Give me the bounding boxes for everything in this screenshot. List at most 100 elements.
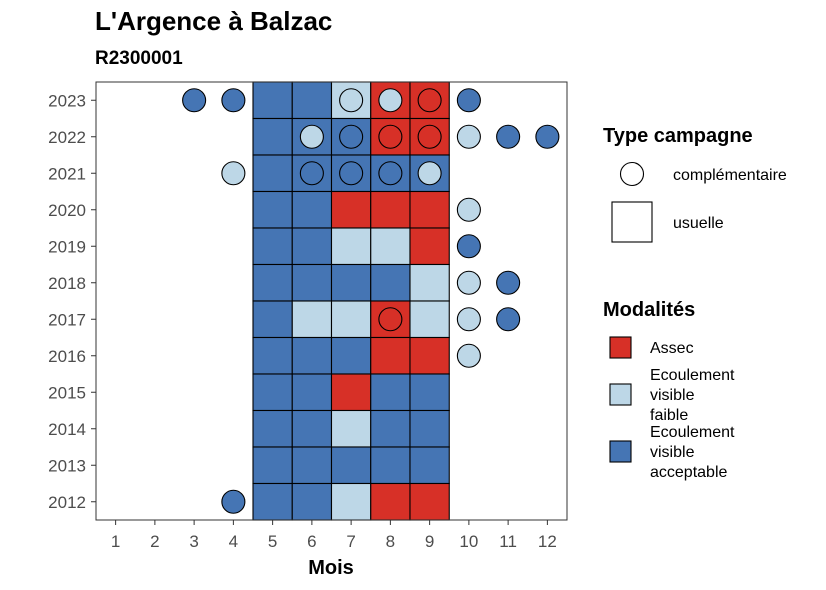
legend-shape-title: Type campagne bbox=[603, 125, 753, 147]
y-tick-label: 2012 bbox=[48, 493, 86, 512]
point-layer bbox=[182, 88, 560, 514]
y-tick-label: 2018 bbox=[48, 274, 86, 293]
tile-2014-9 bbox=[409, 409, 450, 448]
legend-key-assec bbox=[609, 336, 632, 359]
x-axis-title: Mois bbox=[308, 557, 354, 579]
y-tick-label: 2016 bbox=[48, 347, 86, 366]
tile-2013-6 bbox=[291, 446, 333, 485]
tile-2022-5 bbox=[252, 117, 293, 156]
tile-2013-8 bbox=[370, 446, 411, 485]
x-tick-label: 7 bbox=[346, 532, 355, 551]
tile-2015-8 bbox=[370, 373, 411, 412]
point-2017-8 bbox=[378, 307, 403, 332]
chart-subtitle: R2300001 bbox=[95, 48, 183, 69]
legend-circle-key bbox=[619, 161, 645, 187]
tile-2020-6 bbox=[291, 190, 333, 229]
point-2018-11 bbox=[496, 270, 521, 295]
tile-2018-5 bbox=[252, 263, 293, 302]
x-tick-label: 5 bbox=[268, 532, 277, 551]
x-tick-label: 6 bbox=[307, 532, 316, 551]
x-tick-label: 3 bbox=[189, 532, 198, 551]
tile-2018-8 bbox=[370, 263, 411, 302]
tile-2018-7 bbox=[330, 263, 372, 302]
point-2022-12 bbox=[535, 124, 560, 149]
point-2022-10 bbox=[456, 124, 481, 149]
tile-2015-5 bbox=[252, 373, 293, 412]
x-tick-label: 12 bbox=[538, 532, 557, 551]
legend-fill-title: Modalités bbox=[603, 299, 695, 321]
tile-2016-8 bbox=[370, 336, 411, 375]
tile-2023-5 bbox=[252, 81, 293, 120]
x-tick-label: 10 bbox=[459, 532, 478, 551]
tile-2012-7 bbox=[330, 482, 372, 521]
tile-2021-5 bbox=[252, 154, 293, 193]
tile-2014-7 bbox=[330, 409, 372, 448]
tile-2016-6 bbox=[291, 336, 333, 375]
legend-square-key bbox=[611, 201, 653, 243]
tile-2017-9 bbox=[409, 300, 450, 339]
point-2022-6 bbox=[299, 124, 324, 149]
tile-2014-6 bbox=[291, 409, 333, 448]
y-tick-label: 2020 bbox=[48, 201, 86, 220]
legend-shape: complémentaire usuelle bbox=[611, 161, 787, 243]
tile-2012-8 bbox=[370, 482, 411, 521]
tile-2015-7 bbox=[330, 373, 372, 412]
point-2012-4 bbox=[221, 489, 246, 514]
legend-shape-label: complémentaire bbox=[673, 167, 787, 184]
tile-2019-7 bbox=[330, 227, 372, 266]
tile-2012-6 bbox=[291, 482, 333, 521]
point-2023-8 bbox=[378, 88, 403, 113]
y-tick-label: 2022 bbox=[48, 128, 86, 147]
point-2020-10 bbox=[456, 197, 481, 222]
tile-2013-9 bbox=[409, 446, 450, 485]
point-2021-4 bbox=[221, 161, 246, 186]
point-2023-10 bbox=[456, 88, 481, 113]
panel-border bbox=[95, 81, 568, 521]
y-tick-label: 2013 bbox=[48, 456, 86, 475]
point-2023-9 bbox=[417, 88, 442, 113]
tile-2016-9 bbox=[409, 336, 450, 375]
point-2017-11 bbox=[496, 307, 521, 332]
y-tick-label: 2021 bbox=[48, 164, 86, 183]
tile-2023-6 bbox=[291, 81, 333, 120]
tile-2017-6 bbox=[291, 300, 333, 339]
tile-2016-7 bbox=[330, 336, 372, 375]
x-tick-label: 8 bbox=[386, 532, 395, 551]
point-2023-3 bbox=[182, 88, 207, 113]
legend-fill-label: Assec bbox=[650, 340, 694, 357]
point-2023-7 bbox=[339, 88, 364, 113]
x-tick-label: 1 bbox=[111, 532, 120, 551]
tile-2019-9 bbox=[409, 227, 450, 266]
y-tick-label: 2019 bbox=[48, 237, 86, 256]
point-2019-10 bbox=[456, 234, 481, 259]
x-tick-label: 11 bbox=[499, 532, 517, 551]
tile-2017-7 bbox=[330, 300, 372, 339]
point-2021-6 bbox=[299, 161, 324, 186]
tile-2019-5 bbox=[252, 227, 293, 266]
legend-fill-label: Ecoulement visible acceptable bbox=[650, 424, 735, 481]
y-tick-label: 2014 bbox=[48, 420, 86, 439]
tile-2020-8 bbox=[370, 190, 411, 229]
tile-2016-5 bbox=[252, 336, 293, 375]
tile-2017-5 bbox=[252, 300, 293, 339]
tile-2015-9 bbox=[409, 373, 450, 412]
point-2021-8 bbox=[378, 161, 403, 186]
x-tick-label: 2 bbox=[150, 532, 159, 551]
tile-2018-6 bbox=[291, 263, 333, 302]
point-2018-10 bbox=[456, 270, 481, 295]
tile-2012-9 bbox=[409, 482, 450, 521]
legend-key-acceptable bbox=[609, 440, 632, 463]
point-2022-8 bbox=[378, 124, 403, 149]
point-2021-7 bbox=[339, 161, 364, 186]
tile-2020-9 bbox=[409, 190, 450, 229]
point-2022-9 bbox=[417, 124, 442, 149]
point-2016-10 bbox=[456, 343, 481, 368]
y-tick-label: 2017 bbox=[48, 310, 86, 329]
chart-title: L'Argence à Balzac bbox=[95, 6, 332, 36]
tile-2013-5 bbox=[252, 446, 293, 485]
tile-2014-8 bbox=[370, 409, 411, 448]
tile-2019-8 bbox=[370, 227, 411, 266]
point-2023-4 bbox=[221, 88, 246, 113]
legend-shape-label: usuelle bbox=[673, 215, 724, 232]
